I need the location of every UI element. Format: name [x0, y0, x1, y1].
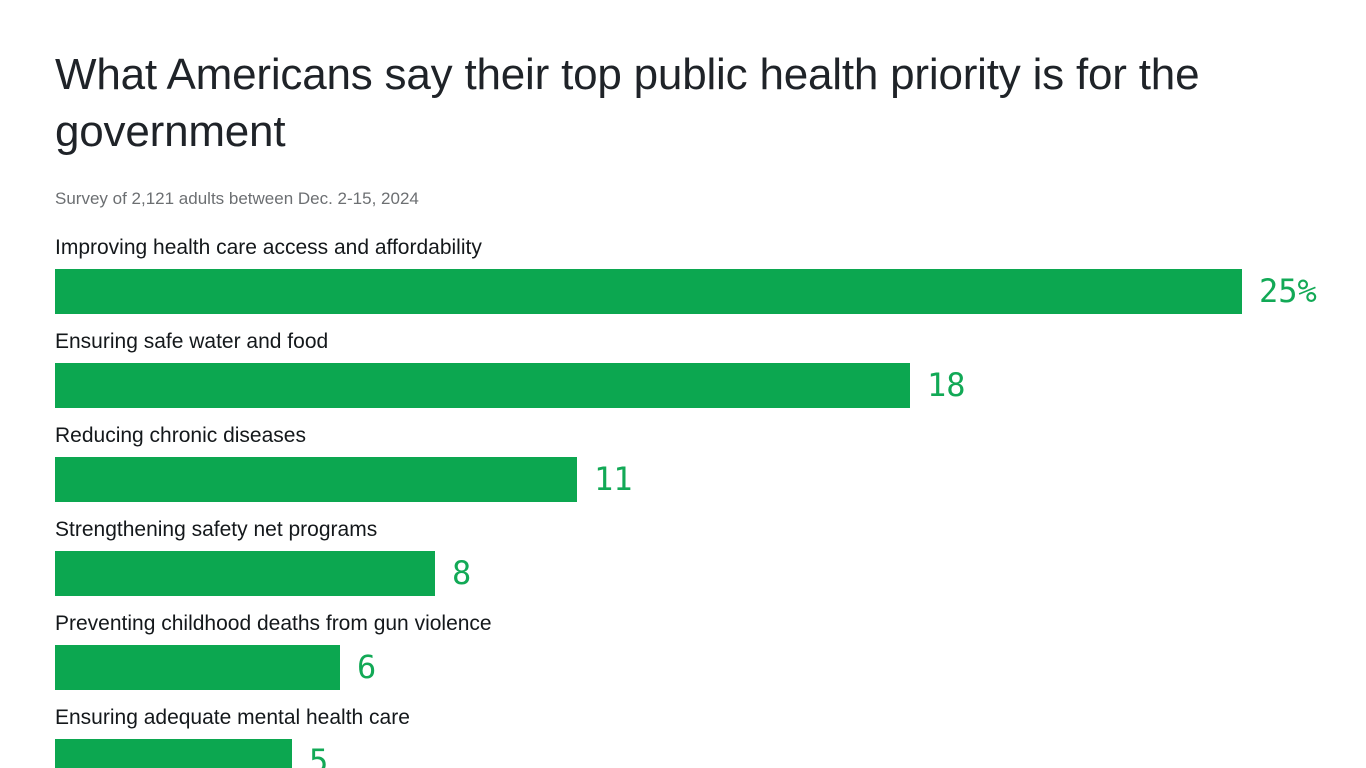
bar	[55, 363, 910, 408]
chart-row: Reducing chronic diseases 11	[55, 423, 1311, 502]
bar-value-label: 8	[452, 554, 472, 592]
bar-label: Preventing childhood deaths from gun vio…	[55, 612, 492, 635]
chart-subtitle: Survey of 2,121 adults between Dec. 2-15…	[55, 189, 419, 208]
chart-row: Improving health care access and afforda…	[55, 235, 1317, 314]
bar	[55, 645, 340, 690]
bar-chart: Improving health care access and afforda…	[55, 235, 1317, 768]
bar-track: 18	[55, 363, 1311, 408]
chart-row: Ensuring safe water and food 18	[55, 329, 1311, 408]
bar-label: Ensuring safe water and food	[55, 330, 329, 353]
bar-value-label: 18	[927, 366, 966, 404]
chart-row: Ensuring adequate mental health care 5	[55, 705, 1311, 768]
bar-label: Improving health care access and afforda…	[55, 236, 482, 259]
bar-label: Strengthening safety net programs	[55, 518, 378, 541]
bar-value-label: 6	[357, 648, 377, 686]
bar-track: 11	[55, 457, 1311, 502]
bar	[55, 551, 435, 596]
bar-track: 5	[55, 739, 1311, 768]
bar-label: Reducing chronic diseases	[55, 424, 306, 447]
bar	[55, 457, 577, 502]
chart-title: What Americans say their top public heal…	[55, 50, 1200, 156]
bar-value-label: 11	[594, 460, 633, 498]
bar	[55, 269, 1242, 314]
bar-label: Ensuring adequate mental health care	[55, 706, 410, 729]
bar-track: 25%	[55, 269, 1317, 314]
chart-row: Strengthening safety net programs 8	[55, 517, 1311, 596]
chart-row: Preventing childhood deaths from gun vio…	[55, 611, 1311, 690]
bar-value-label: 25%	[1259, 272, 1317, 310]
bar-value-label: 5	[309, 742, 329, 768]
bar-track: 8	[55, 551, 1311, 596]
bar	[55, 739, 292, 768]
bar-track: 6	[55, 645, 1311, 690]
